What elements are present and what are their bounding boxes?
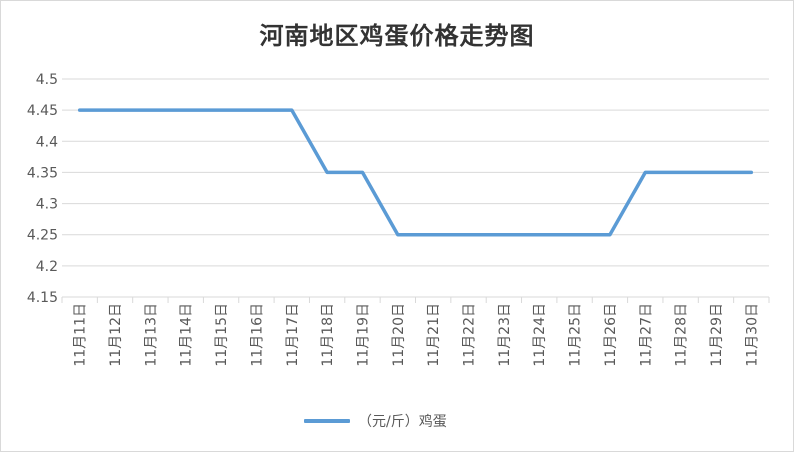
x-tick-label: 11月28日 <box>674 303 690 367</box>
x-tick-label: 11月18日 <box>320 303 336 367</box>
x-tick-label: 11月17日 <box>285 303 301 367</box>
x-axis-ticks: 11月11日 11月12日 11月13日 11月14日 11月15日 11月16日 11月1… <box>73 303 761 367</box>
x-tick-label: 11月24日 <box>532 303 548 367</box>
x-tick-label: 11月29日 <box>709 303 725 367</box>
x-axis <box>61 296 770 303</box>
x-tick-label: 11月15日 <box>214 303 230 367</box>
x-tick-label: 11月19日 <box>355 303 371 367</box>
y-tick-label: 4.15 <box>27 290 58 306</box>
y-tick-label: 4.25 <box>27 228 58 244</box>
x-tick-label: 11月25日 <box>568 303 584 367</box>
y-tick-label: 4.4 <box>36 134 58 150</box>
x-tick-label: 11月11日 <box>73 303 89 367</box>
legend-label: （元/斤）鸡蛋 <box>358 414 447 430</box>
x-tick-label: 11月30日 <box>744 303 760 367</box>
y-tick-label: 4.3 <box>36 197 58 213</box>
y-tick-label: 4.2 <box>36 259 58 275</box>
legend-swatch <box>304 419 350 423</box>
x-tick-label: 11月21日 <box>426 303 442 367</box>
y-tick-label: 4.5 <box>36 72 58 88</box>
x-tick-label: 11月13日 <box>143 303 159 367</box>
series-layer <box>77 108 754 237</box>
x-tick-label: 11月22日 <box>462 303 478 367</box>
x-tick-label: 11月20日 <box>391 303 407 367</box>
x-tick-label: 11月14日 <box>179 303 195 367</box>
y-tick-label: 4.35 <box>27 165 58 181</box>
series-line <box>77 108 754 237</box>
x-tick-label: 11月27日 <box>638 303 654 367</box>
y-axis-ticks: 4.15 4.2 4.25 4.3 4.35 4.4 4.45 4.5 <box>27 72 58 306</box>
chart-title: 河南地区鸡蛋价格走势图 <box>259 21 535 50</box>
x-tick-label: 11月12日 <box>108 303 124 367</box>
x-tick-label: 11月23日 <box>497 303 513 367</box>
x-tick-label: 11月26日 <box>603 303 619 367</box>
legend: （元/斤）鸡蛋 <box>304 409 447 433</box>
x-tick-label: 11月16日 <box>249 303 265 367</box>
y-tick-label: 4.45 <box>27 103 58 119</box>
